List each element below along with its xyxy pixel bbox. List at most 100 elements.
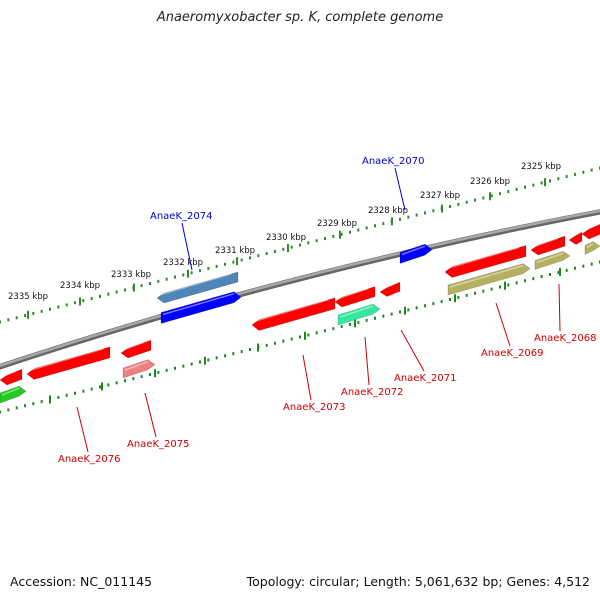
tick-label: 2330 kbp (266, 233, 306, 243)
gene-leader-line (76, 406, 89, 453)
inner-tick-dot (215, 356, 218, 360)
gene-label: AnaeK_2069 (481, 348, 543, 359)
gene-arrow-highlight (28, 348, 104, 372)
gene-arrow-highlight (122, 341, 145, 351)
gene-leader-line (144, 392, 157, 438)
gene-label: AnaeK_2068 (534, 333, 596, 344)
gene-arrow (156, 271, 239, 304)
inner-tick-dot (349, 323, 351, 326)
outer-tick-dot (107, 292, 110, 296)
outer-tick-dot (15, 316, 18, 320)
gene-arrow (581, 223, 600, 240)
inner-tick-dot (449, 298, 451, 301)
inner-tick-dot (424, 304, 426, 308)
inner-tick-dot (382, 314, 385, 318)
outer-tick-dot (482, 196, 485, 200)
tick-label: 2333 kbp (111, 270, 151, 280)
outer-tick-dot (465, 200, 468, 204)
outer-tick-dot (24, 314, 26, 318)
inner-tick-dot (365, 318, 368, 322)
outer-tick-dot (407, 215, 410, 219)
gene-arrow-highlight (586, 242, 594, 249)
inner-tick-dot (340, 325, 343, 329)
gene-arrow (447, 263, 531, 296)
inner-tick-dot (99, 385, 101, 389)
inner-tick-dot (432, 302, 435, 306)
outer-tick-dot (82, 299, 85, 303)
inner-tick-dot (174, 366, 176, 370)
gene-arrow (120, 339, 152, 359)
inner-tick-dot (374, 316, 376, 320)
inner-tick-dot (557, 270, 560, 274)
outer-tick-dot (207, 267, 210, 271)
inner-tick-dot (307, 333, 310, 337)
outer-tick-dot (265, 252, 268, 256)
inner-tick-dot (15, 406, 18, 410)
outer-tick-dot (57, 305, 60, 309)
outer-tick-dot (40, 309, 43, 313)
outer-tick-dot (582, 170, 585, 174)
inner-tick-dot (240, 350, 243, 354)
gene-arrow (379, 281, 401, 297)
tick-label: 2325 kbp (521, 162, 561, 172)
outer-tick-dot (49, 307, 51, 311)
inner-tick-dot (57, 395, 60, 399)
inner-tick-dot (357, 320, 360, 324)
outer-tick-dot (32, 311, 35, 315)
accession-text: Accession: NC_011145 (10, 574, 153, 589)
gene-leader-line (394, 167, 406, 211)
tick-label: 2334 kbp (60, 281, 100, 291)
inner-tick-dot (140, 375, 143, 379)
gene-arrow (122, 359, 156, 379)
gene-arrow (0, 368, 23, 386)
gene-arrow-highlight (583, 225, 594, 232)
outer-tick-dot (0, 320, 1, 324)
inner-tick-dot (457, 295, 460, 299)
gene-arrow-highlight (446, 246, 520, 270)
inner-tick-dot (190, 362, 193, 366)
outer-tick-dot (190, 271, 193, 275)
outer-tick-dot (490, 194, 493, 198)
tick-label: 2329 kbp (317, 219, 357, 229)
outer-tick-dot (240, 258, 243, 262)
outer-tick-dot (457, 202, 460, 206)
gene-arrow-highlight (381, 283, 394, 291)
gene-leader-line (181, 222, 193, 271)
gene-arrow-highlight (1, 387, 20, 396)
gene-leader-line (364, 336, 370, 386)
genome-backbone (0, 209, 600, 368)
topology-text: Topology: circular; Length: 5,061,632 bp… (246, 574, 590, 589)
gene-arrow-highlight (124, 360, 149, 371)
outer-tick-dot (65, 303, 68, 307)
gene-arrow (337, 303, 381, 326)
outer-tick-dot (165, 277, 168, 281)
inner-tick-dot (315, 331, 318, 335)
outer-tick-dot (424, 211, 426, 215)
outer-tick-dot (282, 247, 285, 251)
gene-arrow-highlight (532, 237, 559, 248)
outer-tick-dot (115, 290, 118, 294)
gene-arrow (530, 235, 566, 256)
outer-tick-dot (124, 288, 126, 292)
inner-tick-dot (474, 291, 476, 295)
gene-label: AnaeK_2076 (58, 454, 120, 465)
outer-tick-dot (290, 245, 293, 249)
outer-tick-dot (99, 294, 101, 298)
gene-arrow (251, 297, 336, 331)
gene-arrow-highlight (449, 264, 524, 288)
map-title: Anaeromyxobacter sp. K, complete genome (156, 10, 444, 25)
outer-tick-dot (565, 175, 568, 179)
gene-arrow-highlight (339, 305, 374, 318)
inner-tick-dot (540, 275, 543, 279)
outer-tick-dot (299, 243, 301, 247)
outer-tick-dot (215, 264, 218, 268)
tick-label: 2326 kbp (470, 177, 510, 187)
gene-arrow-highlight (1, 370, 16, 378)
outer-tick-dot (315, 239, 318, 243)
gene-leader-line (558, 283, 561, 332)
inner-tick-dot (165, 368, 168, 372)
outer-tick-dot (340, 232, 343, 236)
inner-tick-dot (32, 402, 35, 406)
outer-tick-dot (540, 181, 543, 185)
